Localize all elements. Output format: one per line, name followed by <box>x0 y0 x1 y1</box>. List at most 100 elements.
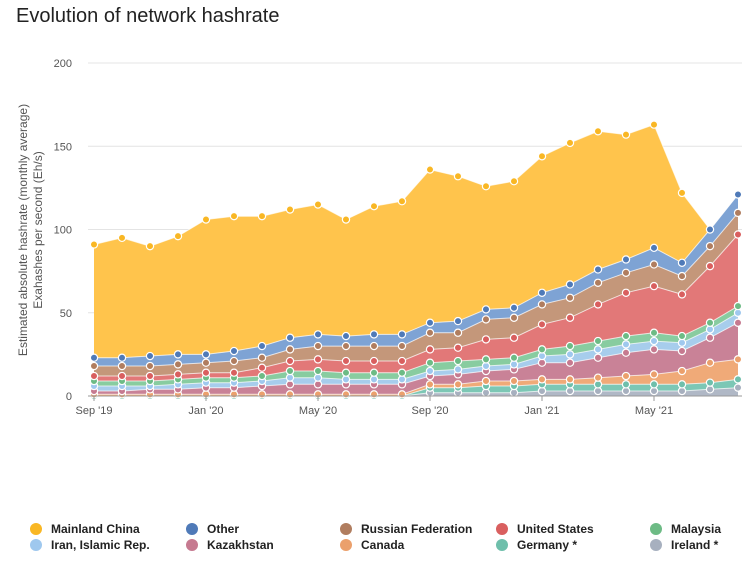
point-malaysia[interactable] <box>453 356 463 366</box>
point-germany[interactable] <box>621 380 631 389</box>
point-malaysia[interactable] <box>481 355 491 364</box>
point-canada[interactable] <box>425 380 435 389</box>
point-malaysia[interactable] <box>257 371 267 381</box>
point-russian-federation[interactable] <box>565 293 575 302</box>
point-mainland-china[interactable] <box>89 240 99 249</box>
point-kazakhstan[interactable] <box>733 318 743 327</box>
point-united-states[interactable] <box>481 335 491 344</box>
point-united-states[interactable] <box>509 333 519 342</box>
point-mainland-china[interactable] <box>397 196 407 206</box>
point-malaysia[interactable] <box>733 301 743 311</box>
point-russian-federation[interactable] <box>229 356 239 366</box>
point-mainland-china[interactable] <box>677 188 687 198</box>
point-malaysia[interactable] <box>285 366 295 376</box>
area-mainland-china[interactable] <box>94 124 738 358</box>
point-united-states[interactable] <box>677 290 687 299</box>
point-other[interactable] <box>369 330 379 339</box>
point-united-states[interactable] <box>453 343 463 352</box>
point-united-states[interactable] <box>257 363 267 372</box>
point-russian-federation[interactable] <box>509 313 519 322</box>
point-other[interactable] <box>621 255 631 264</box>
point-iran-islamic-rep[interactable] <box>565 350 575 359</box>
point-mainland-china[interactable] <box>509 177 519 186</box>
point-canada[interactable] <box>537 375 547 384</box>
point-canada[interactable] <box>397 390 407 399</box>
point-mainland-china[interactable] <box>313 200 323 209</box>
point-russian-federation[interactable] <box>285 345 295 354</box>
point-kazakhstan[interactable] <box>565 358 575 367</box>
point-mainland-china[interactable] <box>593 127 603 136</box>
point-canada[interactable] <box>257 390 267 399</box>
point-iran-islamic-rep[interactable] <box>593 345 603 354</box>
point-mainland-china[interactable] <box>341 215 351 224</box>
point-russian-federation[interactable] <box>593 278 603 287</box>
point-germany[interactable] <box>649 380 659 389</box>
point-united-states[interactable] <box>229 368 239 377</box>
point-russian-federation[interactable] <box>117 361 127 371</box>
point-other[interactable] <box>649 243 659 253</box>
point-other[interactable] <box>201 350 211 359</box>
point-malaysia[interactable] <box>313 366 323 376</box>
point-germany[interactable] <box>733 375 743 384</box>
point-other[interactable] <box>453 316 463 326</box>
point-russian-federation[interactable] <box>621 268 631 277</box>
point-united-states[interactable] <box>621 288 631 297</box>
point-mainland-china[interactable] <box>117 233 127 243</box>
legend-item[interactable]: Russian Federation <box>340 522 472 536</box>
point-russian-federation[interactable] <box>649 260 659 269</box>
point-united-states[interactable] <box>173 370 183 379</box>
point-canada[interactable] <box>649 370 659 379</box>
point-other[interactable] <box>677 258 687 267</box>
point-mainland-china[interactable] <box>285 205 295 214</box>
point-russian-federation[interactable] <box>313 341 323 351</box>
point-united-states[interactable] <box>313 355 323 364</box>
point-united-states[interactable] <box>425 345 435 354</box>
point-united-states[interactable] <box>89 371 99 381</box>
point-other[interactable] <box>145 351 155 361</box>
point-mainland-china[interactable] <box>649 120 659 129</box>
point-other[interactable] <box>565 280 575 289</box>
point-canada[interactable] <box>621 371 631 381</box>
point-other[interactable] <box>425 318 435 327</box>
point-malaysia[interactable] <box>565 341 575 351</box>
point-iran-islamic-rep[interactable] <box>453 365 463 374</box>
legend-item[interactable]: Canada <box>340 538 404 552</box>
legend-item[interactable]: Germany * <box>496 538 577 552</box>
point-canada[interactable] <box>733 355 743 364</box>
point-other[interactable] <box>537 288 547 297</box>
point-russian-federation[interactable] <box>173 360 183 369</box>
point-kazakhstan[interactable] <box>649 345 659 354</box>
point-mainland-china[interactable] <box>537 152 547 161</box>
point-russian-federation[interactable] <box>257 353 267 362</box>
point-united-states[interactable] <box>369 356 379 366</box>
point-canada[interactable] <box>341 390 351 399</box>
point-other[interactable] <box>257 341 267 351</box>
point-malaysia[interactable] <box>621 331 631 341</box>
point-united-states[interactable] <box>285 356 295 366</box>
point-russian-federation[interactable] <box>145 361 155 371</box>
point-malaysia[interactable] <box>593 336 603 346</box>
point-mainland-china[interactable] <box>481 182 491 191</box>
point-united-states[interactable] <box>537 320 547 329</box>
point-russian-federation[interactable] <box>453 328 463 337</box>
point-iran-islamic-rep[interactable] <box>621 340 631 349</box>
point-russian-federation[interactable] <box>397 341 407 351</box>
point-other[interactable] <box>593 265 603 274</box>
point-germany[interactable] <box>677 380 687 389</box>
point-other[interactable] <box>705 225 715 234</box>
point-other[interactable] <box>313 330 323 339</box>
point-canada[interactable] <box>481 376 491 386</box>
point-kazakhstan[interactable] <box>677 346 687 356</box>
point-canada[interactable] <box>369 390 379 399</box>
point-other[interactable] <box>117 353 127 362</box>
point-canada[interactable] <box>705 358 715 367</box>
point-malaysia[interactable] <box>537 345 547 354</box>
legend-item[interactable]: Kazakhstan <box>186 538 274 552</box>
point-other[interactable] <box>733 190 743 199</box>
point-russian-federation[interactable] <box>425 328 435 337</box>
point-russian-federation[interactable] <box>537 300 547 309</box>
point-other[interactable] <box>341 331 351 341</box>
point-united-states[interactable] <box>201 368 211 377</box>
point-canada[interactable] <box>677 366 687 376</box>
point-iran-islamic-rep[interactable] <box>425 366 435 376</box>
